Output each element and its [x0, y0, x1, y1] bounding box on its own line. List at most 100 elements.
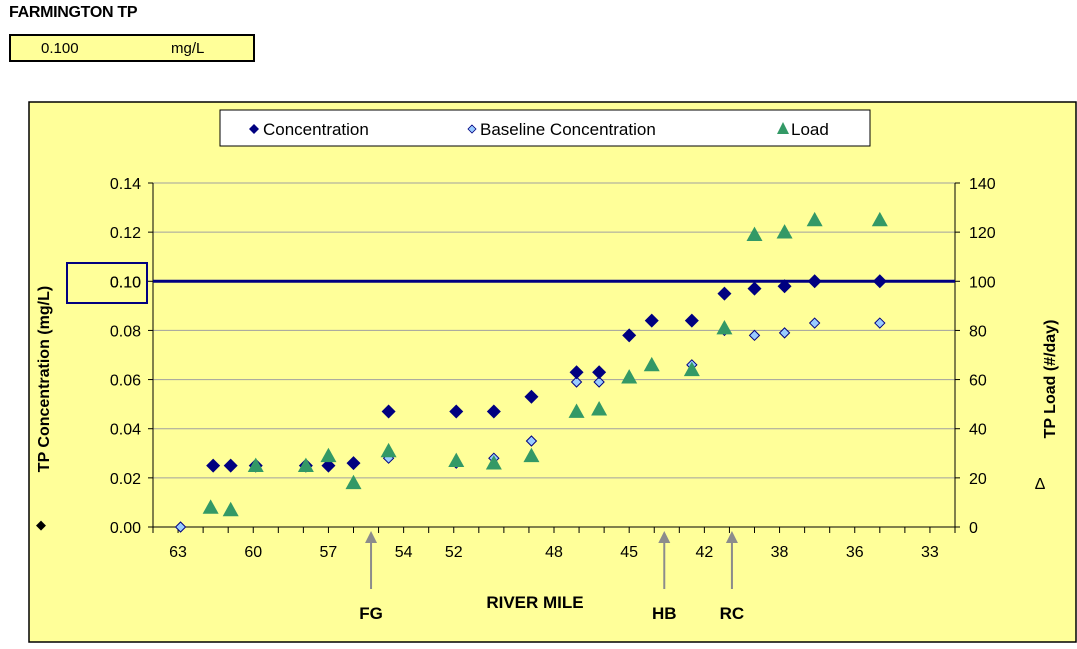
- y-tick-label: 0.06: [110, 373, 141, 390]
- y-tick-label: 0.04: [110, 422, 141, 439]
- baseline-point: [525, 435, 538, 447]
- x-tick-label: 63: [169, 544, 187, 561]
- load-point: [222, 501, 239, 517]
- x-tick-label: 48: [545, 544, 563, 561]
- left-axis-marker: ◆: [36, 517, 46, 532]
- y2-tick-label: 100: [969, 274, 996, 291]
- legend-baseline-marker: [467, 124, 477, 134]
- baseline-point: [874, 317, 886, 329]
- load-point: [806, 211, 823, 227]
- tp-value-field: 0.100 mg/L: [9, 34, 255, 62]
- baseline-point: [174, 521, 187, 533]
- baseline-point: [570, 376, 583, 388]
- legend-load-label: Load: [791, 120, 829, 139]
- concentration-point: [206, 458, 221, 473]
- load-point: [297, 457, 314, 472]
- y2-axis-title: TP Load (#/day): [1042, 320, 1059, 439]
- y-tick-label: 0.10: [110, 274, 141, 291]
- baseline-point: [778, 327, 791, 339]
- x-tick-label: 42: [695, 544, 713, 561]
- baseline-point: [593, 376, 605, 388]
- legend-baseline-label: Baseline Concentration: [480, 120, 656, 139]
- load-point: [591, 401, 608, 416]
- y2-tick-label: 40: [969, 422, 987, 439]
- y2-tick-label: 0: [969, 520, 978, 537]
- concentration-point: [622, 328, 637, 343]
- chart: Concentration Baseline Concentration Loa…: [28, 101, 1077, 643]
- concentration-point: [569, 365, 584, 380]
- x-tick-label: 36: [846, 544, 864, 561]
- tp-unit: mg/L: [171, 40, 205, 57]
- x-tick-label: 38: [771, 544, 789, 561]
- annotation-label: RC: [720, 604, 745, 623]
- annotations: FG HB RC: [359, 531, 744, 623]
- annotation-arrow-head: [725, 531, 738, 543]
- load-point: [746, 226, 763, 241]
- x-tick-label: 33: [921, 544, 939, 561]
- y2-tick-label: 80: [969, 323, 987, 340]
- concentration-point: [684, 313, 699, 328]
- threshold-label: 0.10: [110, 274, 141, 291]
- load-point: [320, 447, 337, 463]
- page-title: FARMINGTON TP: [9, 4, 138, 21]
- concentration-point: [223, 458, 238, 473]
- series-group: [174, 211, 888, 533]
- concentration-point: [807, 274, 822, 289]
- y-tick-label: 0.12: [110, 225, 141, 242]
- concentration-point: [777, 279, 792, 294]
- load-point: [871, 211, 888, 227]
- y2-tick-label: 120: [969, 225, 996, 242]
- load-point: [485, 455, 502, 470]
- concentration-point: [717, 286, 732, 301]
- y-tick-label: 0.00: [110, 520, 141, 537]
- load-point: [776, 224, 793, 239]
- load-point: [643, 356, 660, 372]
- y-tick-label: 0.02: [110, 471, 141, 488]
- load-point: [523, 447, 540, 463]
- concentration-point: [592, 365, 607, 380]
- axes: 0.00 0.02 0.04 0.06 0.08 0.10 0.12 0.14 0 20 40 60 8…: [110, 176, 996, 561]
- concentration-point: [524, 389, 539, 404]
- x-tick-label: 57: [320, 544, 338, 561]
- y2-tick-label: 60: [969, 373, 987, 390]
- concentration-point: [381, 404, 396, 419]
- chart-area: Concentration Baseline Concentration Loa…: [28, 101, 1077, 644]
- baseline-point: [748, 329, 761, 342]
- threshold-callout-box: [66, 262, 148, 304]
- load-point: [683, 361, 700, 377]
- y-axis-title: TP Concentration (mg/L): [36, 286, 53, 472]
- legend-concentration-marker: [249, 124, 259, 134]
- concentration-point: [872, 274, 887, 289]
- concentration-point: [747, 281, 762, 296]
- legend-box: [219, 109, 871, 147]
- x-tick-label: 52: [445, 544, 463, 561]
- load-point: [247, 457, 264, 472]
- load-point: [621, 369, 638, 384]
- concentration-point: [346, 456, 361, 471]
- x-tick-label: 54: [395, 544, 413, 561]
- tp-value: 0.100: [41, 40, 79, 57]
- concentration-point: [449, 404, 464, 419]
- annotation-label: FG: [359, 604, 383, 623]
- x-axis-title: RIVER MILE: [486, 593, 583, 612]
- load-point: [202, 499, 219, 514]
- right-axis-marker: ∆: [1035, 476, 1045, 493]
- load-point: [448, 452, 465, 468]
- plot-background: [28, 101, 1077, 643]
- legend-concentration-label: Concentration: [263, 120, 369, 139]
- baseline-point: [808, 317, 821, 329]
- load-point: [345, 474, 362, 490]
- concentration-point: [486, 404, 501, 419]
- load-point: [716, 319, 733, 335]
- x-tick-label: 45: [620, 544, 638, 561]
- legend-load-marker: [777, 122, 789, 134]
- y2-tick-label: 140: [969, 176, 996, 193]
- annotation-arrow-head: [658, 531, 671, 543]
- x-tick-label: 60: [244, 544, 262, 561]
- load-point: [568, 403, 585, 418]
- annotation-label: HB: [652, 604, 677, 623]
- legend: Concentration Baseline Concentration Loa…: [219, 109, 871, 147]
- y-tick-label: 0.14: [110, 176, 141, 193]
- y2-tick-label: 20: [969, 471, 987, 488]
- concentration-point: [644, 313, 659, 328]
